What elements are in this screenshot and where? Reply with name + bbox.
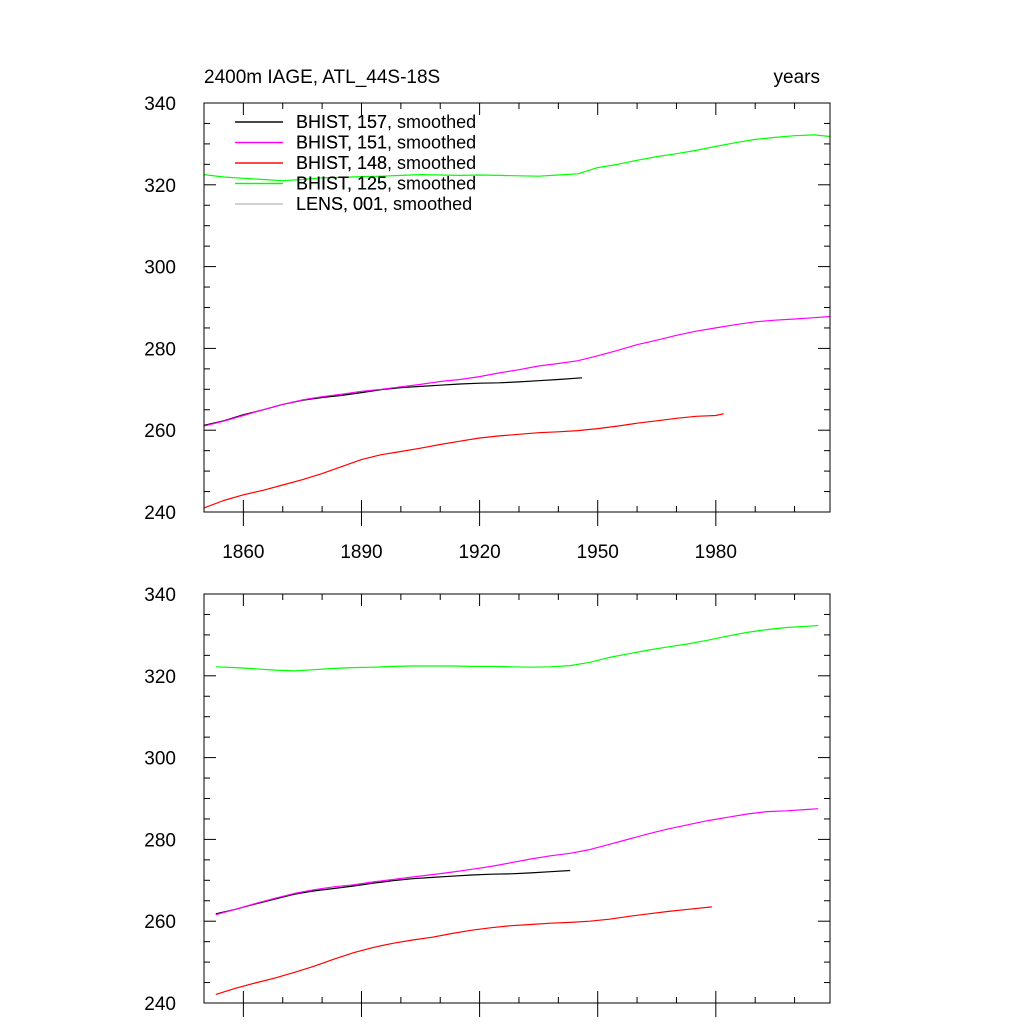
bottom-panel-lines bbox=[215, 624, 819, 995]
legend-label-0-2: BHIST, 148 bbox=[296, 153, 387, 173]
bottom-panel-axes bbox=[203, 593, 831, 1017]
top-panel-tick-labels: 240 260 280 300 320 340 1860 1890 1920 1950 1980 bbox=[144, 94, 737, 563]
legend-label-1-3: BHIST, 125, smoothed bbox=[296, 174, 476, 194]
series-line-1-0 bbox=[215, 869, 571, 915]
top-panel-lines bbox=[203, 134, 831, 509]
legend-label-1-0: BHIST, 157, smoothed bbox=[296, 112, 476, 132]
series-line-0-3 bbox=[203, 134, 831, 182]
y-tick-label-1-0: 240 bbox=[144, 994, 176, 1015]
series-line-1-3 bbox=[215, 624, 819, 672]
bottom-panel-tick-labels: 240 260 280 300 320 340 bbox=[144, 585, 176, 1015]
legend-label-1-4: LENS, 001, smoothed bbox=[296, 194, 472, 214]
y-tick-label-1-5: 340 bbox=[144, 585, 176, 606]
x-tick-label-0-4: 1980 bbox=[695, 542, 737, 563]
y-tick-label-1-4: 320 bbox=[144, 667, 176, 688]
x-tick-label-0-2: 1920 bbox=[458, 542, 500, 563]
series-line-1-1 bbox=[215, 808, 819, 916]
x-tick-label-0-3: 1950 bbox=[577, 542, 619, 563]
x-tick-label-0-0: 1860 bbox=[222, 542, 264, 563]
y-tick-label-0-0: 240 bbox=[144, 503, 176, 524]
y-tick-label-0-5: 340 bbox=[144, 94, 176, 115]
y-tick-label-0-1: 260 bbox=[144, 421, 176, 442]
x-tick-label-0-1: 1890 bbox=[340, 542, 382, 563]
y-tick-label-1-3: 300 bbox=[144, 749, 176, 770]
legend-label-0-3: BHIST, 125 bbox=[296, 174, 387, 194]
y-tick-label-1-2: 280 bbox=[144, 830, 176, 851]
series-line-0-2 bbox=[203, 413, 724, 509]
y-tick-label-0-4: 320 bbox=[144, 176, 176, 197]
y-tick-label-1-1: 260 bbox=[144, 912, 176, 933]
top-panel: 2400m IAGE, ATL_44S-18S years BHIST, 157… bbox=[144, 67, 831, 563]
legend-label-0-1: BHIST, 151 bbox=[296, 133, 387, 153]
legend-label-1-1: BHIST, 151, smoothed bbox=[296, 133, 476, 153]
series-line-0-1 bbox=[203, 315, 831, 427]
top-panel-units-label: years bbox=[774, 67, 820, 88]
top-panel-title: 2400m IAGE, ATL_44S-18S bbox=[204, 67, 440, 88]
series-line-1-2 bbox=[215, 906, 712, 995]
y-tick-label-0-3: 300 bbox=[144, 258, 176, 279]
legend-label-0-0: BHIST, 157 bbox=[296, 112, 387, 132]
top-panel-axes bbox=[203, 102, 831, 526]
y-tick-label-0-2: 280 bbox=[144, 339, 176, 360]
legend-label-0-4: LENS, 001 bbox=[296, 194, 383, 214]
legend-label-1-2: BHIST, 148, smoothed bbox=[296, 153, 476, 173]
